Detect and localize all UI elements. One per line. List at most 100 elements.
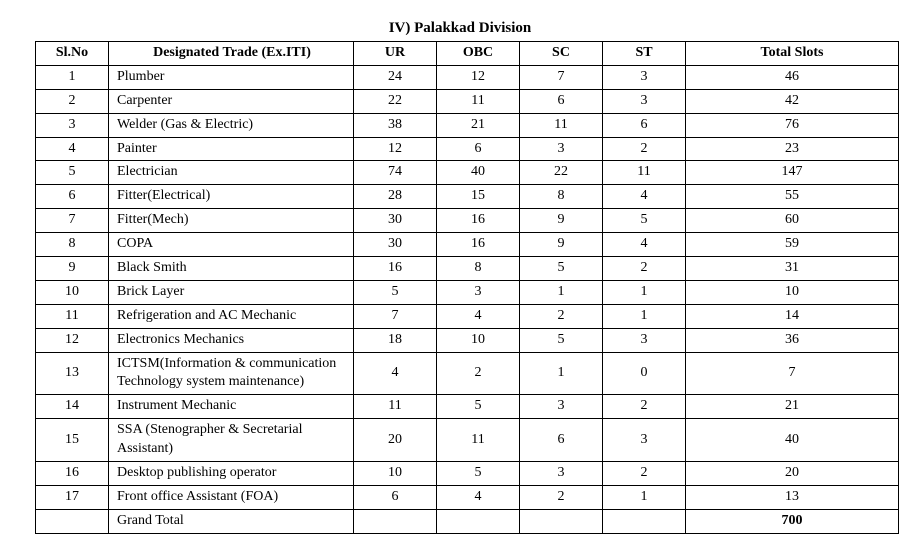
cell-ur: 12 [354,137,437,161]
cell-sc: 6 [520,419,603,462]
cell-sc: 5 [520,328,603,352]
grand-total-row: Grand Total 700 [36,509,899,533]
cell-total: 20 [686,462,899,486]
cell-trade: Refrigeration and AC Mechanic [109,304,354,328]
cell-st: 4 [603,185,686,209]
col-header-sc: SC [520,42,603,66]
table-row: 14Instrument Mechanic1153221 [36,395,899,419]
cell-obc: 5 [437,462,520,486]
table-row: 2Carpenter22116342 [36,89,899,113]
col-header-total: Total Slots [686,42,899,66]
cell-total: 13 [686,485,899,509]
cell-slno: 14 [36,395,109,419]
table-row: 13ICTSM(Information & communication Tech… [36,352,899,395]
cell-trade: Fitter(Mech) [109,209,354,233]
cell-slno: 4 [36,137,109,161]
col-header-st: ST [603,42,686,66]
cell-obc: 2 [437,352,520,395]
cell-sc: 7 [520,65,603,89]
cell-trade: Painter [109,137,354,161]
cell-sc: 9 [520,233,603,257]
cell-trade: Carpenter [109,89,354,113]
cell-slno: 12 [36,328,109,352]
col-header-trade: Designated Trade (Ex.ITI) [109,42,354,66]
cell-slno: 10 [36,280,109,304]
page-title: IV) Palakkad Division [35,20,885,37]
table-row: 7Fitter(Mech)30169560 [36,209,899,233]
grand-st [603,509,686,533]
grand-sc [520,509,603,533]
cell-slno: 13 [36,352,109,395]
cell-st: 1 [603,304,686,328]
cell-slno: 17 [36,485,109,509]
cell-slno: 2 [36,89,109,113]
cell-total: 36 [686,328,899,352]
cell-total: 59 [686,233,899,257]
cell-ur: 10 [354,462,437,486]
cell-trade: Electrician [109,161,354,185]
table-row: 1Plumber24127346 [36,65,899,89]
cell-ur: 16 [354,257,437,281]
cell-ur: 30 [354,209,437,233]
grand-slno [36,509,109,533]
cell-trade: Welder (Gas & Electric) [109,113,354,137]
cell-trade: COPA [109,233,354,257]
table-row: 17Front office Assistant (FOA)642113 [36,485,899,509]
cell-trade: SSA (Stenographer & Secretarial Assistan… [109,419,354,462]
cell-trade: ICTSM(Information & communication Techno… [109,352,354,395]
table-row: 16Desktop publishing operator1053220 [36,462,899,486]
cell-obc: 11 [437,89,520,113]
table-row: 8COPA30169459 [36,233,899,257]
grand-label: Grand Total [109,509,354,533]
cell-slno: 7 [36,209,109,233]
cell-ur: 4 [354,352,437,395]
col-header-slno: Sl.No [36,42,109,66]
cell-obc: 16 [437,209,520,233]
cell-sc: 3 [520,395,603,419]
cell-st: 3 [603,65,686,89]
cell-sc: 8 [520,185,603,209]
cell-obc: 4 [437,485,520,509]
cell-total: 42 [686,89,899,113]
table-row: 9Black Smith1685231 [36,257,899,281]
cell-sc: 11 [520,113,603,137]
cell-sc: 2 [520,304,603,328]
cell-trade: Electronics Mechanics [109,328,354,352]
table-row: 3Welder (Gas & Electric)382111676 [36,113,899,137]
cell-sc: 1 [520,352,603,395]
grand-ur [354,509,437,533]
cell-trade: Desktop publishing operator [109,462,354,486]
cell-total: 21 [686,395,899,419]
cell-trade: Plumber [109,65,354,89]
cell-obc: 4 [437,304,520,328]
cell-sc: 6 [520,89,603,113]
cell-ur: 7 [354,304,437,328]
cell-total: 23 [686,137,899,161]
grand-total: 700 [686,509,899,533]
cell-ur: 30 [354,233,437,257]
cell-obc: 15 [437,185,520,209]
cell-slno: 8 [36,233,109,257]
cell-st: 2 [603,257,686,281]
cell-st: 2 [603,462,686,486]
col-header-ur: UR [354,42,437,66]
cell-total: 7 [686,352,899,395]
cell-ur: 28 [354,185,437,209]
cell-slno: 15 [36,419,109,462]
col-header-obc: OBC [437,42,520,66]
cell-trade: Instrument Mechanic [109,395,354,419]
cell-ur: 11 [354,395,437,419]
cell-obc: 5 [437,395,520,419]
trade-table: Sl.No Designated Trade (Ex.ITI) UR OBC S… [35,41,899,534]
cell-sc: 1 [520,280,603,304]
cell-total: 55 [686,185,899,209]
cell-ur: 18 [354,328,437,352]
cell-st: 3 [603,89,686,113]
cell-ur: 74 [354,161,437,185]
cell-ur: 38 [354,113,437,137]
grand-obc [437,509,520,533]
cell-trade: Black Smith [109,257,354,281]
cell-trade: Fitter(Electrical) [109,185,354,209]
cell-ur: 5 [354,280,437,304]
cell-total: 60 [686,209,899,233]
